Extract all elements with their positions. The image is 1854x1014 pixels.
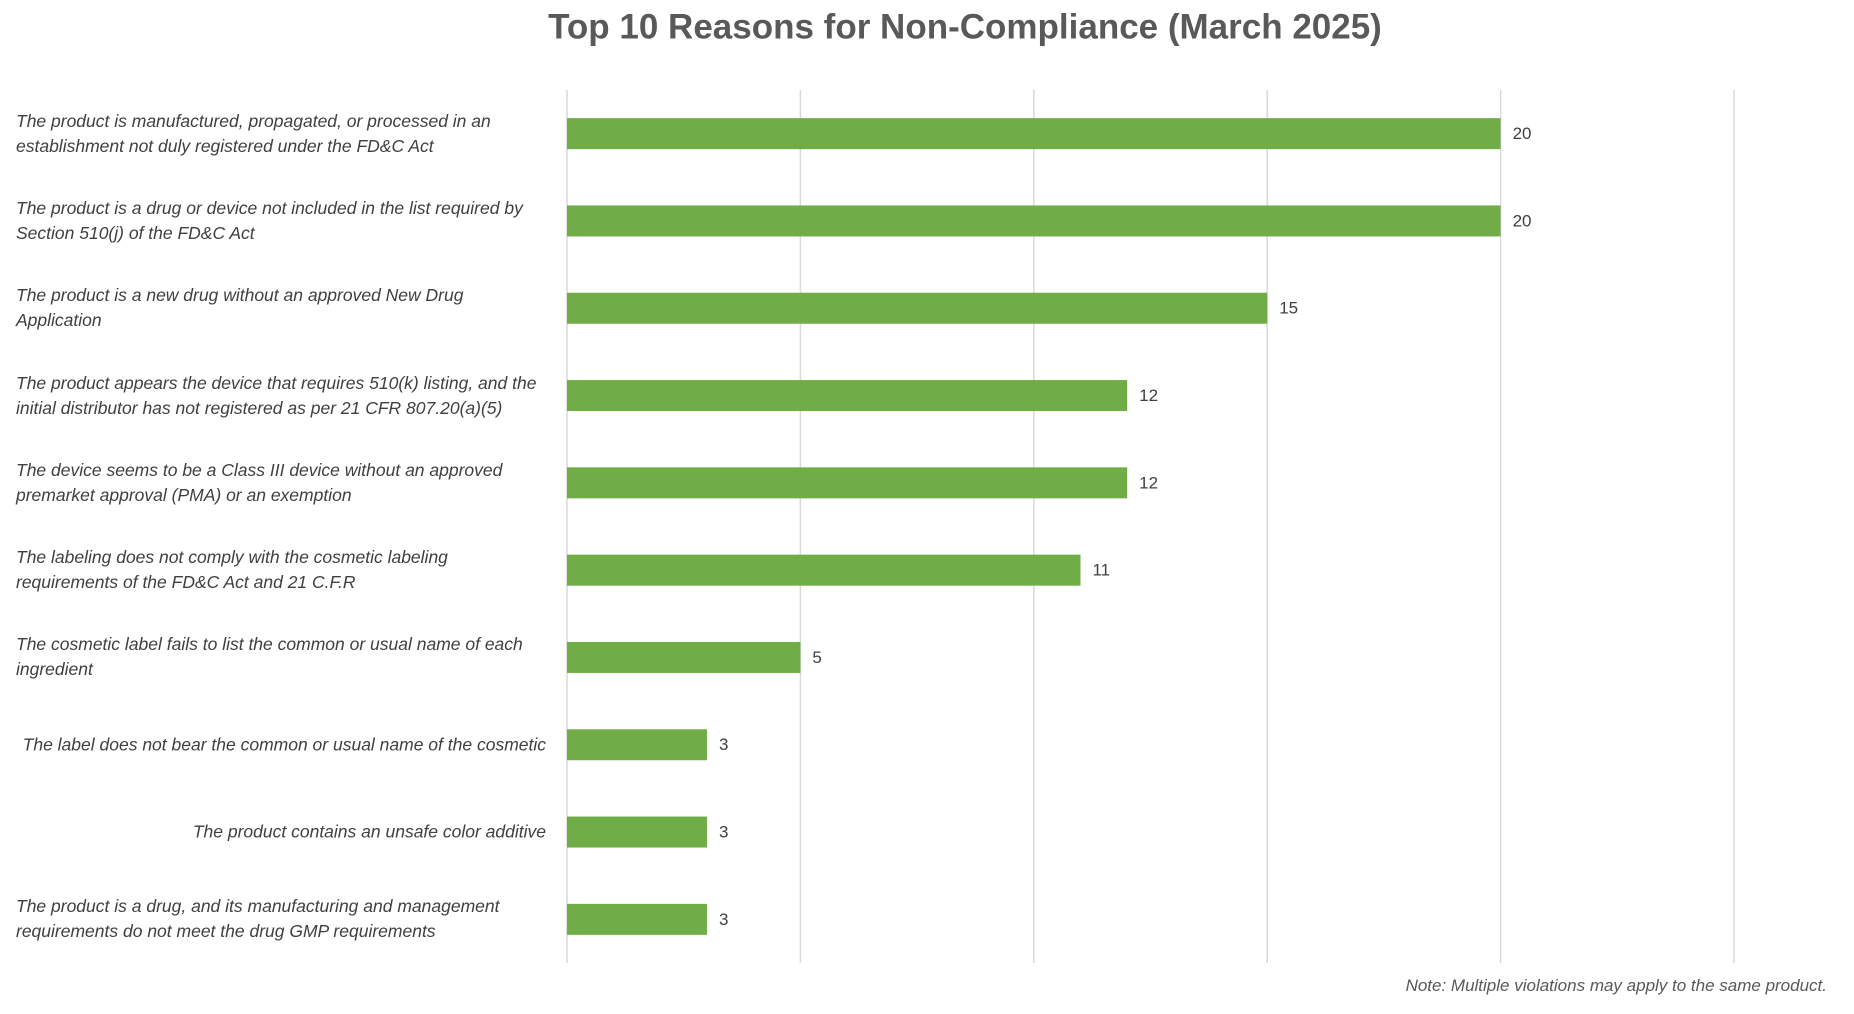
chart-title: Top 10 Reasons for Non-Compliance (March…: [548, 7, 1382, 46]
bar: [567, 118, 1501, 150]
note: Note: Multiple violations may apply to t…: [1405, 976, 1827, 995]
data-label: 3: [719, 910, 728, 929]
bar: [567, 903, 708, 935]
data-label: 20: [1513, 124, 1532, 143]
category-label: The product is a drug or device not incl…: [16, 197, 523, 243]
category-label: The product contains an unsafe color add…: [192, 821, 546, 842]
category-label: The product appears the device that requ…: [16, 372, 537, 418]
bar: [567, 554, 1081, 586]
category-label: The product is a new drug without an app…: [16, 285, 464, 331]
category-label: The product is manufactured, propagated,…: [16, 110, 491, 156]
data-label: 11: [1092, 561, 1110, 580]
data-label: 3: [719, 823, 728, 842]
bar: [567, 729, 708, 761]
bar: [567, 641, 801, 673]
category-label: The product is a drug, and its manufactu…: [16, 896, 500, 942]
category-label: The cosmetic label fails to list the com…: [16, 634, 523, 680]
data-label: 12: [1139, 473, 1158, 492]
bar: [567, 467, 1128, 499]
data-label: 15: [1279, 299, 1298, 318]
category-label: The device seems to be a Class III devic…: [16, 459, 503, 505]
bar: [567, 205, 1501, 237]
bar: [567, 380, 1128, 412]
category-label: The label does not bear the common or us…: [22, 734, 546, 755]
category-label: The labeling does not comply with the co…: [16, 547, 448, 593]
data-label: 20: [1513, 211, 1532, 230]
data-label: 5: [812, 648, 821, 667]
data-label: 3: [719, 735, 728, 754]
data-label: 12: [1139, 386, 1158, 405]
bar: [567, 816, 708, 848]
bar: [567, 292, 1268, 324]
